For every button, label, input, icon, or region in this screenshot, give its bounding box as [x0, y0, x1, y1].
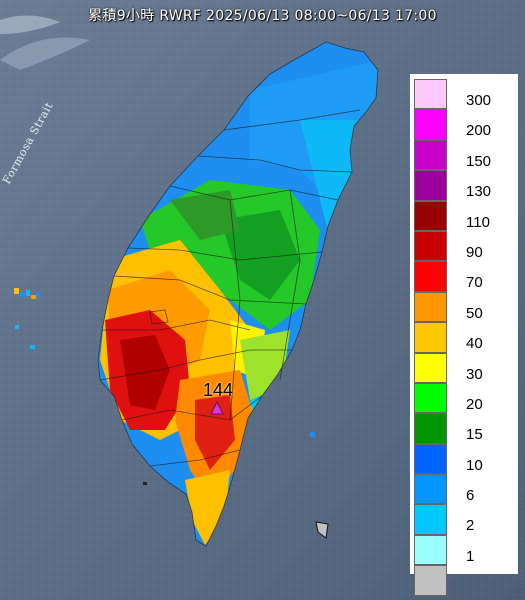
legend-swatch: [414, 322, 447, 353]
legend-row: 30: [414, 352, 525, 383]
legend-row: 200: [414, 109, 525, 140]
peak-rainfall-value: 144: [203, 380, 234, 400]
legend-label: 300: [466, 92, 492, 109]
legend-swatch: [414, 291, 447, 323]
legend-swatch: [414, 261, 447, 292]
legend-row: 50: [414, 291, 525, 323]
legend-row: 300: [414, 79, 525, 110]
legend-swatch: [414, 352, 447, 383]
legend-row: 1: [414, 534, 525, 566]
legend-swatch: [414, 443, 447, 475]
rainfall-zones: [100, 60, 378, 545]
map-title: 累積9小時 RWRF 2025/06/13 08:00~06/13 17:00: [88, 8, 437, 24]
legend-label: 130: [466, 183, 492, 201]
legend-label: 110: [466, 213, 490, 231]
legend-row: 130: [414, 170, 525, 201]
legend-swatch: [414, 230, 447, 262]
legend-label: 150: [466, 152, 492, 170]
legend-row: 20: [414, 382, 525, 414]
legend-row: 70: [414, 261, 525, 292]
legend-label: 50: [466, 304, 483, 322]
legend-row: 90: [414, 230, 525, 262]
county-boundaries: [97, 41, 379, 547]
legend-label: 90: [466, 243, 483, 261]
legend-swatch: [414, 139, 447, 171]
legend-label: 40: [466, 335, 483, 353]
rainfall-legend: 300 200 150 130 110 90 70 50 40 30 20 15 10 6 2 1: [414, 79, 525, 596]
legend-swatch: [414, 200, 447, 231]
legend-row: 110: [414, 200, 525, 231]
peak-rainfall-marker-icon: [210, 400, 224, 415]
legend-row: 6: [414, 474, 525, 505]
legend-swatch: [414, 382, 447, 414]
legend-row: 150: [414, 139, 525, 171]
legend-row: 15: [414, 413, 525, 444]
legend-label: 1: [466, 547, 475, 565]
legend-row: 2: [414, 504, 525, 535]
legend-swatch: [414, 109, 447, 140]
legend-label: 2: [466, 517, 475, 535]
legend-label: 15: [466, 426, 483, 444]
legend-label: 20: [466, 395, 483, 413]
legend-swatch: [414, 565, 447, 596]
legend-swatch: [414, 474, 447, 505]
legend-label: 10: [466, 456, 483, 474]
legend-label: 6: [466, 487, 475, 505]
legend-label: 200: [466, 122, 492, 140]
legend-swatch: [414, 504, 447, 535]
legend-label: 70: [466, 274, 483, 292]
legend-row: [414, 565, 525, 596]
legend-swatch: [414, 170, 447, 201]
legend-swatch: [414, 79, 447, 110]
offshore-islands: [14, 288, 329, 539]
legend-label: 30: [466, 365, 483, 383]
legend-swatch: [414, 413, 447, 444]
legend-swatch: [414, 534, 447, 566]
legend-row: 40: [414, 322, 525, 353]
legend-row: 10: [414, 443, 525, 475]
